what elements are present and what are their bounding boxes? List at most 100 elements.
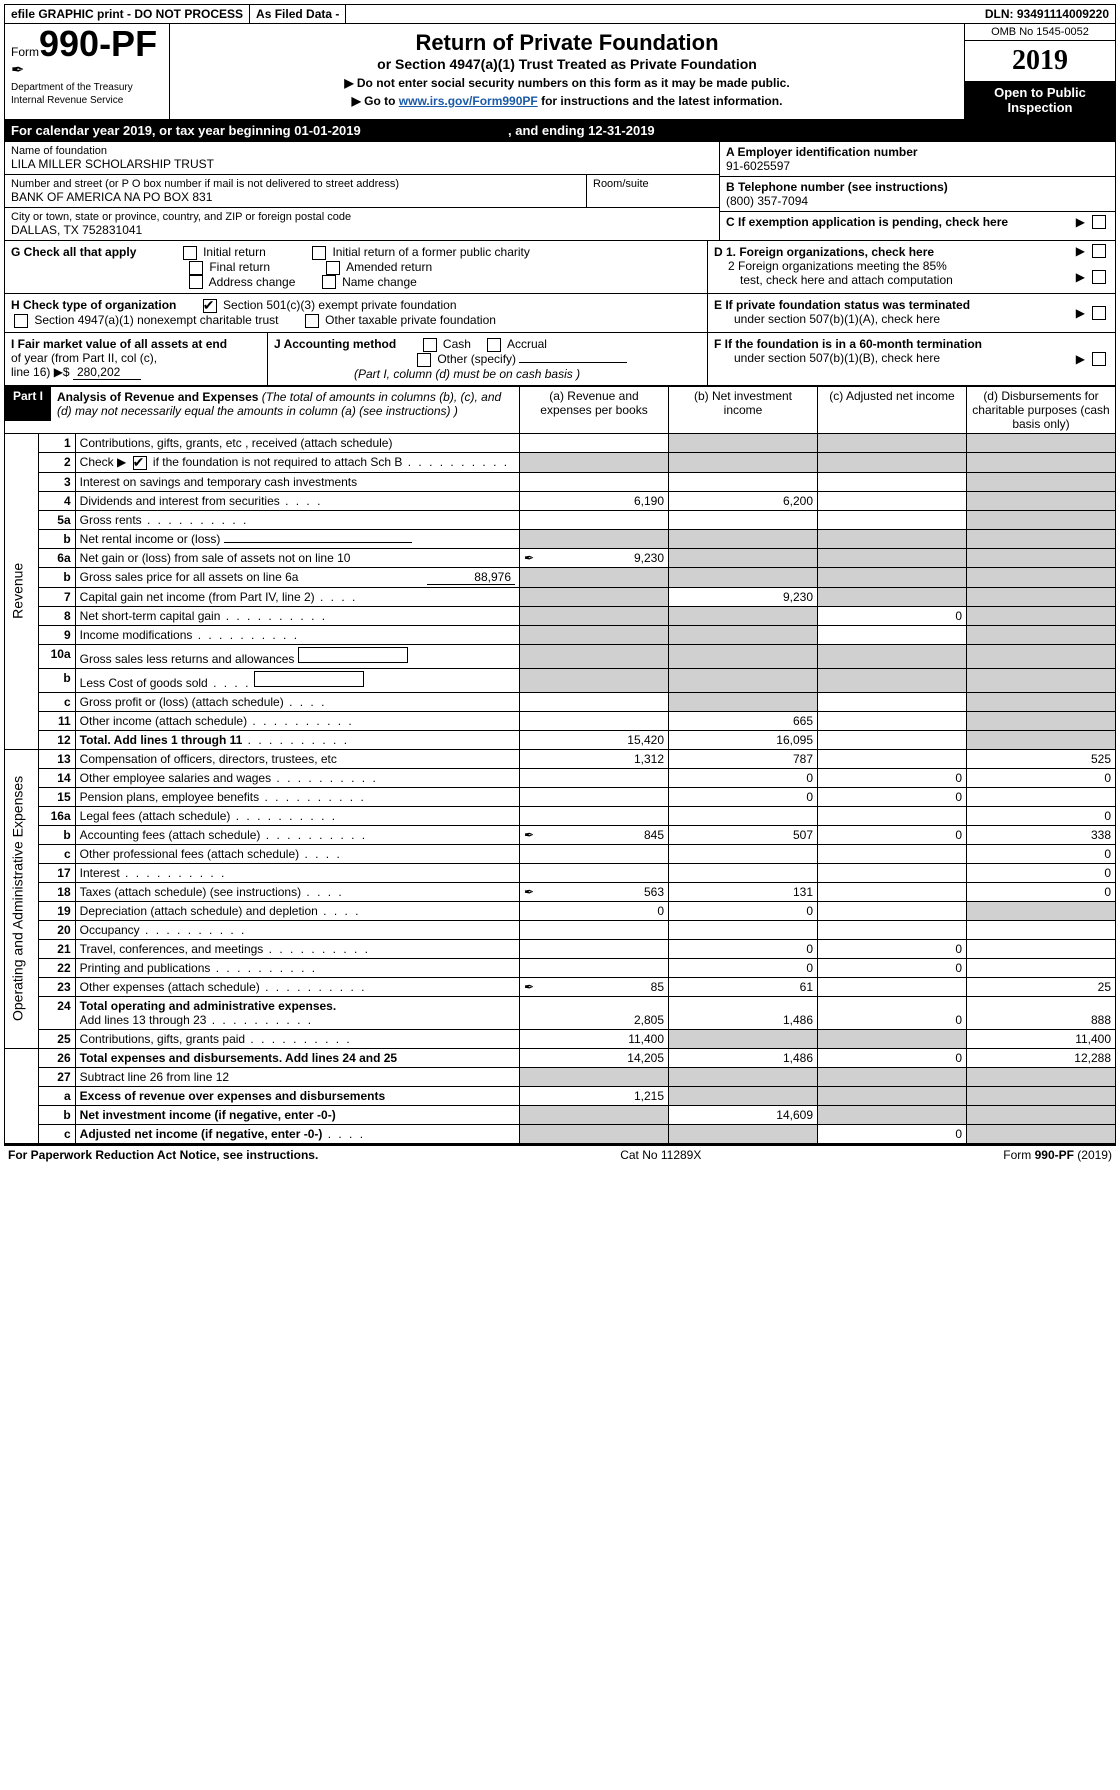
h-e-row: H Check type of organization Section 501…: [4, 294, 1116, 333]
phone-value: (800) 357-7094: [726, 194, 1109, 208]
row-1: Revenue 1 Contributions, gifts, grants, …: [5, 433, 1116, 452]
ein-value: 91-6025597: [726, 159, 1109, 173]
sub-title: or Section 4947(a)(1) Trust Treated as P…: [176, 56, 958, 72]
g-initial-return[interactable]: [183, 246, 197, 260]
irs-link[interactable]: www.irs.gov/Form990PF: [399, 94, 538, 108]
city-label: City or town, state or province, country…: [11, 211, 713, 223]
row-27c: c Adjusted net income (if negative, ente…: [5, 1124, 1116, 1143]
phone-label: B Telephone number (see instructions): [726, 180, 1109, 194]
row-16c: c Other professional fees (attach schedu…: [5, 844, 1116, 863]
g-label: G Check all that apply: [11, 245, 136, 259]
open-public: Open to Public Inspection: [965, 81, 1115, 119]
g-name-change[interactable]: [322, 275, 336, 289]
attach-icon[interactable]: ✒: [524, 885, 534, 899]
part-i-label: Part I: [5, 387, 51, 421]
as-filed-label: As Filed Data -: [250, 5, 346, 23]
g-initial-former[interactable]: [312, 246, 326, 260]
row-11: 11 Other income (attach schedule) 665: [5, 711, 1116, 730]
footer-catno: Cat No 11289X: [620, 1148, 701, 1162]
footer-right: Form 990-PF (2019): [1003, 1148, 1112, 1162]
top-bar: efile GRAPHIC print - DO NOT PROCESS As …: [4, 4, 1116, 24]
year-end: 12-31-2019: [588, 123, 655, 138]
ijf-row: I Fair market value of all assets at end…: [4, 333, 1116, 386]
j-other[interactable]: [417, 353, 431, 367]
ein-label: A Employer identification number: [726, 145, 1109, 159]
row-27a: a Excess of revenue over expenses and di…: [5, 1086, 1116, 1105]
row-17: 17 Interest 0: [5, 863, 1116, 882]
col-d-header: (d) Disbursements for charitable purpose…: [967, 386, 1116, 433]
row-15: 15 Pension plans, employee benefits 0 0: [5, 787, 1116, 806]
title-cell: Return of Private Foundation or Section …: [170, 24, 964, 119]
col-a-header: (a) Revenue and expenses per books: [520, 386, 669, 433]
row-2: 2 Check ▶ if the foundation is not requi…: [5, 452, 1116, 472]
e-checkbox[interactable]: [1092, 306, 1106, 320]
form-header: Form990-PF ✒ Department of the Treasury …: [4, 24, 1116, 120]
row-19: 19 Depreciation (attach schedule) and de…: [5, 901, 1116, 920]
row-21: 21 Travel, conferences, and meetings 0 0: [5, 939, 1116, 958]
footer-left: For Paperwork Reduction Act Notice, see …: [8, 1148, 318, 1162]
row-7: 7 Capital gain net income (from Part IV,…: [5, 587, 1116, 606]
h-label: H Check type of organization: [11, 298, 176, 312]
g-d-row: G Check all that apply Initial return In…: [4, 241, 1116, 294]
row-16a: 16a Legal fees (attach schedule) 0: [5, 806, 1116, 825]
dln: DLN: 93491114009220: [979, 5, 1115, 23]
h-other-taxable[interactable]: [305, 314, 319, 328]
row-20: 20 Occupancy: [5, 920, 1116, 939]
d2-checkbox[interactable]: [1092, 270, 1106, 284]
attach-icon[interactable]: ✒: [524, 828, 534, 842]
instr-2: ▶ Go to www.irs.gov/Form990PF for instru…: [176, 94, 958, 108]
attach-icon[interactable]: ✒: [524, 551, 534, 565]
year-begin: 01-01-2019: [294, 123, 361, 138]
row-8: 8 Net short-term capital gain 0: [5, 606, 1116, 625]
row-5a: 5a Gross rents: [5, 510, 1116, 529]
form-prefix: Form: [11, 45, 39, 59]
row-10a: 10a Gross sales less returns and allowan…: [5, 644, 1116, 668]
name-label: Name of foundation: [11, 145, 713, 157]
footer: For Paperwork Reduction Act Notice, see …: [4, 1144, 1116, 1164]
row-12: 12 Total. Add lines 1 through 11 15,420 …: [5, 730, 1116, 749]
main-title: Return of Private Foundation: [176, 30, 958, 56]
expense-side-label: Operating and Administrative Expenses: [5, 749, 39, 1048]
g-address-change[interactable]: [189, 275, 203, 289]
row-26: 26 Total expenses and disbursements. Add…: [5, 1048, 1116, 1067]
row-4: 4 Dividends and interest from securities…: [5, 491, 1116, 510]
fmv-value: 280,202: [73, 365, 141, 380]
g-final-return[interactable]: [189, 261, 203, 275]
row-18: 18 Taxes (attach schedule) (see instruct…: [5, 882, 1116, 901]
schb-checkbox[interactable]: [133, 456, 147, 470]
attach-icon[interactable]: ✒: [524, 980, 534, 994]
row-6b: b Gross sales price for all assets on li…: [5, 567, 1116, 587]
h-501c3[interactable]: [203, 299, 217, 313]
c-checkbox[interactable]: [1092, 215, 1106, 229]
row-3: 3 Interest on savings and temporary cash…: [5, 472, 1116, 491]
foundation-name: LILA MILLER SCHOLARSHIP TRUST: [11, 157, 713, 171]
col-c-header: (c) Adjusted net income: [818, 386, 967, 433]
form-id-cell: Form990-PF ✒ Department of the Treasury …: [5, 24, 170, 119]
col-b-header: (b) Net investment income: [669, 386, 818, 433]
row-6a: 6a Net gain or (loss) from sale of asset…: [5, 548, 1116, 567]
row-10b: b Less Cost of goods sold: [5, 668, 1116, 692]
omb-number: OMB No 1545-0052: [965, 24, 1115, 41]
tax-year: 2019: [965, 41, 1115, 81]
row-22: 22 Printing and publications 0 0: [5, 958, 1116, 977]
address: BANK OF AMERICA NA PO BOX 831: [11, 190, 580, 204]
info-block: Name of foundation LILA MILLER SCHOLARSH…: [4, 142, 1116, 241]
h-4947[interactable]: [14, 314, 28, 328]
j-accrual[interactable]: [487, 338, 501, 352]
addr-label: Number and street (or P O box number if …: [11, 178, 580, 190]
row-13: Operating and Administrative Expenses 13…: [5, 749, 1116, 768]
room-label: Room/suite: [593, 178, 713, 190]
row-9: 9 Income modifications: [5, 625, 1116, 644]
j-cash[interactable]: [423, 338, 437, 352]
revenue-side-label: Revenue: [5, 433, 39, 749]
form-number: 990-PF: [39, 23, 157, 64]
g-amended-return[interactable]: [326, 261, 340, 275]
row-16b: b Accounting fees (attach schedule) ✒845…: [5, 825, 1116, 844]
row-24: 24 Total operating and administrative ex…: [5, 996, 1116, 1029]
part-i-table: Part I Analysis of Revenue and Expenses …: [4, 386, 1116, 1144]
f-checkbox[interactable]: [1092, 352, 1106, 366]
calendar-year-row: For calendar year 2019, or tax year begi…: [4, 120, 1116, 142]
d1-checkbox[interactable]: [1092, 244, 1106, 258]
dept-irs: Internal Revenue Service: [11, 95, 163, 106]
row-10c: c Gross profit or (loss) (attach schedul…: [5, 692, 1116, 711]
